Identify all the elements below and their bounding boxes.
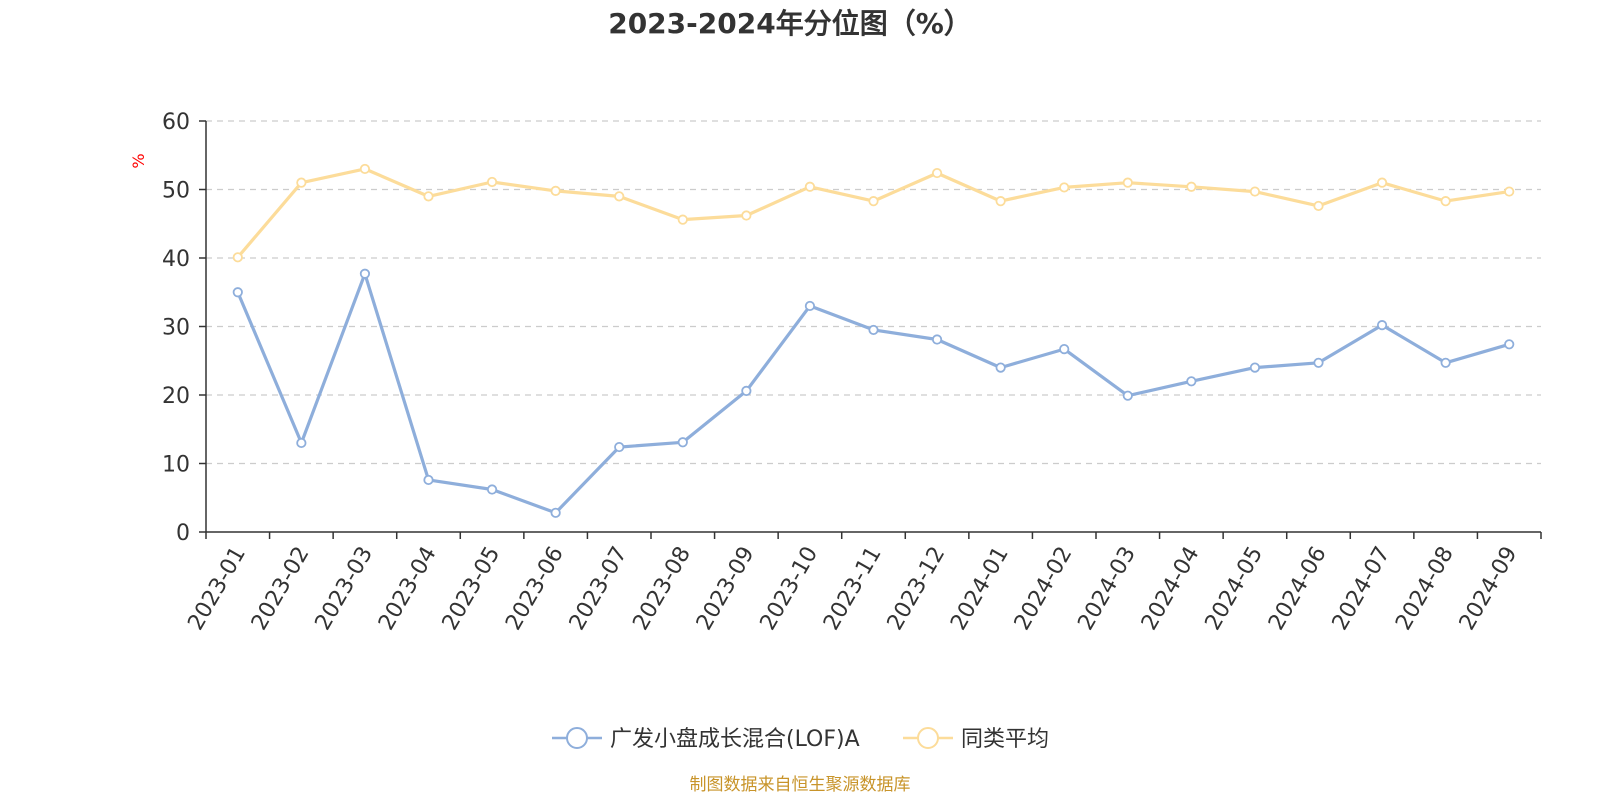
data-point: [1504, 186, 1515, 197]
axes: 01020304050602023-012023-022023-032023-0…: [162, 110, 1542, 635]
data-point: [1313, 200, 1324, 212]
data-point: [359, 163, 371, 175]
data-point: [614, 441, 625, 453]
x-tick-label: 2024-09: [1455, 543, 1523, 635]
data-point: [486, 484, 498, 495]
y-tick-label: 40: [162, 247, 190, 272]
x-tick-label: 2023-09: [692, 543, 760, 635]
data-point: [423, 474, 434, 486]
data-source-note: 制图数据来自恒生聚源数据库: [690, 775, 911, 795]
data-point: [1376, 320, 1388, 331]
data-point: [1059, 344, 1070, 355]
y-tick-label: 0: [176, 521, 190, 546]
x-tick-label: 2024-07: [1328, 543, 1396, 635]
data-point: [296, 177, 307, 188]
data-point: [614, 191, 625, 202]
data-point: [995, 196, 1006, 207]
x-tick-label: 2024-08: [1391, 543, 1459, 635]
x-tick-label: 2024-03: [1073, 543, 1141, 635]
data-point: [1122, 177, 1133, 188]
x-tick-label: 2024-06: [1264, 543, 1332, 635]
series-lines: [232, 163, 1515, 518]
x-tick-label: 2023-10: [756, 543, 824, 635]
data-point: [423, 191, 434, 202]
y-axis-unit-label: %: [129, 153, 148, 168]
y-tick-label: 20: [162, 384, 190, 409]
legend-marker-icon: [917, 727, 939, 749]
y-tick-label: 30: [162, 316, 190, 341]
legend-item-0[interactable]: 广发小盘成长混合(LOF)A: [552, 727, 860, 752]
data-point: [550, 185, 561, 196]
data-point: [804, 300, 816, 312]
x-tick-label: 2024-02: [1010, 543, 1078, 635]
data-point: [296, 437, 307, 449]
x-tick-label: 2023-08: [628, 543, 696, 635]
data-point: [486, 176, 498, 188]
data-point: [1186, 376, 1197, 387]
legend-item-1[interactable]: 同类平均: [903, 727, 1049, 752]
x-tick-label: 2023-06: [501, 543, 569, 635]
data-point: [677, 214, 688, 225]
data-point: [550, 507, 561, 518]
data-point: [1186, 181, 1197, 192]
data-point: [1440, 357, 1451, 368]
x-tick-label: 2024-05: [1201, 543, 1269, 635]
data-point: [868, 324, 879, 336]
data-point: [1249, 362, 1261, 373]
data-point: [359, 268, 371, 279]
data-point: [1504, 339, 1515, 350]
data-point: [1059, 182, 1070, 193]
data-point: [931, 334, 943, 345]
legend-marker-icon: [566, 727, 588, 749]
y-tick-label: 60: [162, 110, 190, 135]
data-point: [1122, 390, 1133, 401]
x-tick-label: 2024-01: [946, 543, 1014, 635]
x-tick-label: 2023-02: [247, 543, 315, 635]
data-point: [1313, 357, 1324, 368]
data-point: [931, 167, 943, 179]
y-tick-label: 50: [162, 179, 190, 204]
y-tick-label: 10: [162, 453, 190, 478]
data-point: [1376, 177, 1388, 188]
x-tick-label: 2023-11: [819, 543, 887, 635]
data-point: [804, 181, 816, 192]
chart-title: 2023-2024年分位图（%）: [608, 7, 972, 40]
x-tick-label: 2024-04: [1137, 543, 1205, 635]
x-tick-label: 2023-07: [565, 543, 633, 635]
data-point: [677, 437, 688, 448]
series-line-1: [236, 167, 1510, 259]
legend-label: 广发小盘成长混合(LOF)A: [610, 727, 860, 752]
x-tick-label: 2023-12: [883, 543, 951, 635]
legend: 广发小盘成长混合(LOF)A 同类平均: [552, 727, 1049, 752]
data-point: [232, 287, 243, 298]
data-point: [868, 196, 879, 207]
x-tick-label: 2023-04: [374, 543, 442, 635]
data-point: [1249, 186, 1261, 197]
grid-lines: [206, 120, 1541, 465]
legend-label: 同类平均: [961, 727, 1049, 752]
x-tick-label: 2023-05: [438, 543, 506, 635]
data-point: [1440, 196, 1451, 207]
data-point: [995, 362, 1006, 373]
data-point: [741, 210, 752, 221]
data-point: [741, 385, 752, 396]
x-tick-label: 2023-03: [311, 543, 379, 635]
data-point: [232, 252, 243, 263]
x-tick-label: 2023-01: [183, 543, 251, 635]
